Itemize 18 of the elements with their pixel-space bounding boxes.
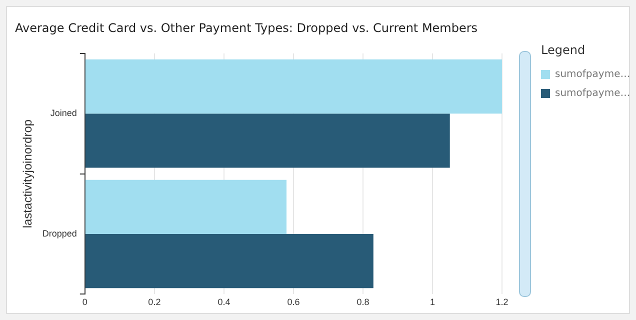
y-tick-label: Joined: [50, 108, 77, 118]
y-tick-label: Dropped: [42, 228, 77, 238]
bar: [85, 59, 502, 114]
x-tick-label: 0.8: [356, 297, 370, 308]
x-tick-label: 1: [430, 297, 435, 308]
x-tick-label: 0.4: [218, 297, 230, 308]
x-tick-label: 0.2: [148, 297, 161, 308]
legend-label: sumofpayme…: [555, 88, 630, 99]
bar: [85, 234, 374, 288]
bar: [85, 180, 287, 234]
x-tick-label: 0: [82, 297, 88, 308]
bar: [85, 114, 450, 168]
legend-label: sumofpayme…: [555, 69, 630, 80]
x-tick-label: 1.2: [496, 297, 508, 308]
legend-title: Legend: [541, 43, 586, 57]
x-tick-label: 0.6: [287, 297, 300, 308]
y-axis-title: lastactivityjoinordrop: [20, 119, 35, 228]
chart-title: Average Credit Card vs. Other Payment Types: Dropped vs. Current Members: [15, 21, 478, 35]
